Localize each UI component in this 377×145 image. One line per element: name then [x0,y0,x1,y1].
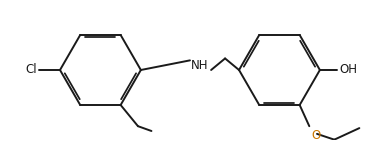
Text: NH: NH [191,59,208,72]
Text: OH: OH [339,64,357,77]
Text: O: O [311,129,320,142]
Text: Cl: Cl [25,64,37,77]
